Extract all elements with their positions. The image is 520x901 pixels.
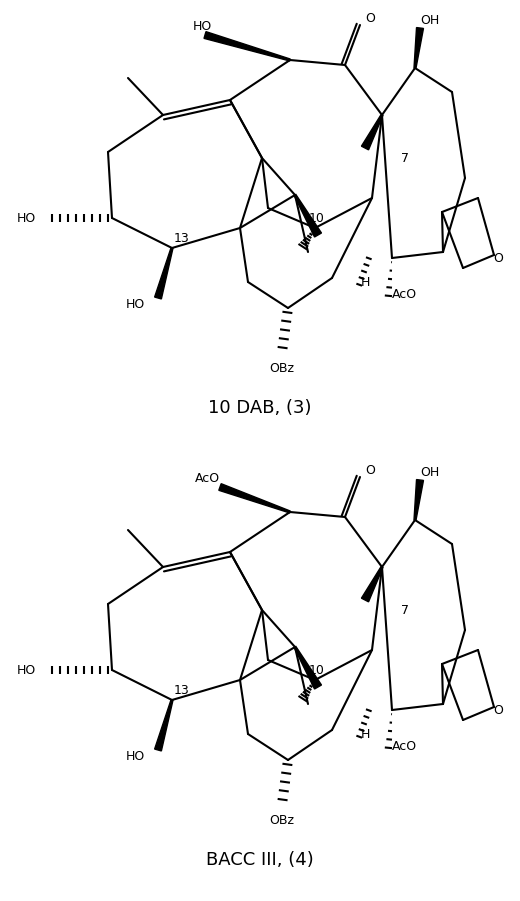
Text: H: H — [360, 727, 370, 741]
Text: OH: OH — [420, 14, 439, 26]
Polygon shape — [294, 647, 321, 689]
Text: 10: 10 — [309, 212, 325, 224]
Text: O: O — [493, 704, 503, 716]
Text: 13: 13 — [174, 684, 190, 696]
Polygon shape — [294, 195, 321, 237]
Text: HO: HO — [17, 663, 36, 677]
Text: OBz: OBz — [269, 814, 294, 826]
Text: 10: 10 — [309, 663, 325, 677]
Polygon shape — [154, 248, 173, 299]
Text: O: O — [365, 463, 375, 477]
Text: AcO: AcO — [195, 472, 220, 486]
Polygon shape — [361, 114, 383, 150]
Text: HO: HO — [193, 21, 212, 33]
Text: H: H — [360, 276, 370, 288]
Text: BACC III, (4): BACC III, (4) — [206, 851, 314, 869]
Text: HO: HO — [126, 751, 145, 763]
Text: 7: 7 — [401, 604, 409, 616]
Text: 7: 7 — [401, 151, 409, 165]
Text: OH: OH — [420, 466, 439, 478]
Text: AcO: AcO — [392, 288, 417, 302]
Text: HO: HO — [126, 298, 145, 312]
Text: AcO: AcO — [392, 741, 417, 753]
Polygon shape — [361, 567, 383, 602]
Polygon shape — [154, 700, 173, 751]
Text: HO: HO — [17, 212, 36, 224]
Polygon shape — [414, 479, 423, 520]
Polygon shape — [414, 28, 423, 68]
Text: O: O — [365, 12, 375, 24]
Polygon shape — [219, 484, 290, 513]
Text: OBz: OBz — [269, 361, 294, 375]
Polygon shape — [204, 32, 290, 61]
Text: 13: 13 — [174, 232, 190, 244]
Text: O: O — [493, 251, 503, 265]
Text: 10 DAB, (3): 10 DAB, (3) — [208, 399, 312, 417]
